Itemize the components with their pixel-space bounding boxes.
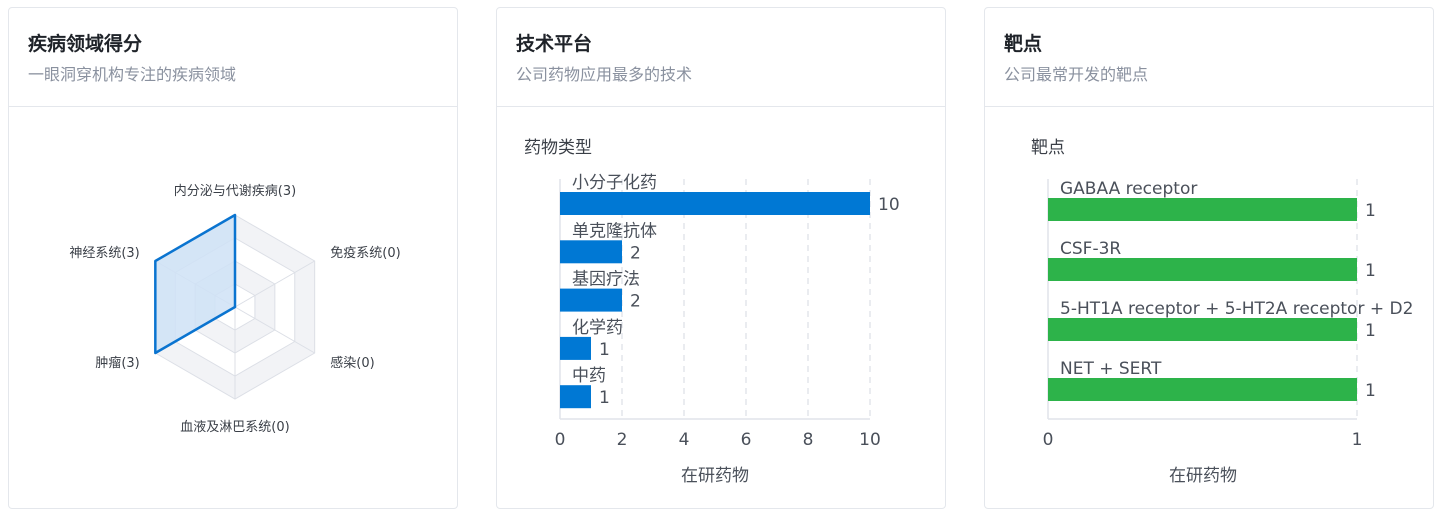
data-label: 1 [599, 388, 610, 408]
data-label: 1 [599, 340, 610, 360]
radar-data-area [154, 213, 237, 355]
radar-axis-label: 内分泌与代谢疾病(3) [174, 183, 296, 199]
x-tick-label: 6 [741, 430, 752, 450]
x-tick-label: 4 [679, 430, 690, 450]
data-label: 1 [1365, 381, 1376, 401]
targets-card: 靶点 公司最常开发的靶点 靶点 GABAA receptor 1 CSF-3R 1 5-H… [984, 7, 1434, 509]
disease-area-card: 疾病领域得分 一眼洞穿机构专注的疾病领域 内分泌与代谢疾病(3) 免疫系统(0) 感… [8, 7, 458, 509]
tech-platform-title: 技术平台 [516, 33, 593, 55]
disease-area-title: 疾病领域得分 [28, 33, 143, 55]
radar-axis-label: 血液及淋巴系统(0) [180, 420, 289, 435]
radar-axis-label: 神经系统(3) [69, 246, 139, 261]
data-label: 1 [1365, 201, 1376, 221]
category-label: 小分子化药 [572, 173, 657, 193]
tech-platform-subtitle: 公司药物应用最多的技术 [516, 65, 693, 84]
x-tick-label: 10 [859, 430, 881, 450]
radar-axis-label: 感染(0) [330, 355, 374, 371]
targets-chart-area: 靶点 GABAA receptor 1 CSF-3R 1 5-HT1A receptor … [985, 107, 1433, 508]
category-label: 单克隆抗体 [572, 221, 657, 241]
category-label: 中药 [572, 366, 606, 386]
disease-area-subtitle: 一眼洞穿机构专注的疾病领域 [28, 65, 237, 84]
bar [560, 192, 870, 215]
x-axis-title: 在研药物 [1169, 466, 1237, 486]
x-tick-label: 0 [1043, 430, 1054, 450]
x-axis-title: 在研药物 [681, 466, 749, 486]
category-label: 5-HT1A receptor + 5-HT2A receptor + D2 [1060, 299, 1413, 319]
radar-chart: 内分泌与代谢疾病(3) 免疫系统(0) 感染(0) 血液及淋巴系统(0) 肿瘤(3) 神经… [69, 183, 400, 435]
bar [1048, 378, 1357, 401]
tech-platform-card: 技术平台 公司药物应用最多的技术 药物类型 小分子化药 10 单克隆抗体 2 基因疗法 2 化… [496, 7, 946, 509]
bar [1048, 258, 1357, 281]
x-tick-label: 2 [617, 430, 628, 450]
y-axis-title: 靶点 [1031, 138, 1065, 158]
category-label: CSF-3R [1060, 239, 1121, 259]
disease-area-header: 疾病领域得分 一眼洞穿机构专注的疾病领域 [9, 8, 457, 107]
bar [560, 240, 622, 264]
y-axis-title: 药物类型 [524, 138, 592, 158]
data-label: 1 [1365, 321, 1376, 341]
bar [560, 385, 591, 409]
category-label: GABAA receptor [1060, 179, 1197, 199]
targets-header: 靶点 公司最常开发的靶点 [985, 8, 1433, 107]
bar [560, 336, 591, 360]
category-label: 化学药 [572, 318, 623, 338]
tech-platform-header: 技术平台 公司药物应用最多的技术 [497, 8, 945, 107]
x-tick-label: 0 [555, 430, 566, 450]
data-label: 2 [630, 292, 641, 312]
data-label: 1 [1365, 261, 1376, 281]
targets-title: 靶点 [1004, 33, 1043, 55]
x-tick-label: 8 [803, 430, 814, 450]
data-label: 10 [878, 195, 900, 215]
bar [560, 288, 622, 312]
tech-platform-chart-area: 药物类型 小分子化药 10 单克隆抗体 2 基因疗法 2 化学药 1 中药 1 0 2 4 6 8 10 在研药物 [497, 107, 945, 508]
radar-axis-label: 肿瘤(3) [95, 355, 139, 371]
disease-area-chart-area: 内分泌与代谢疾病(3) 免疫系统(0) 感染(0) 血液及淋巴系统(0) 肿瘤(3) 神经… [9, 107, 457, 508]
bar [1048, 198, 1357, 221]
targets-subtitle: 公司最常开发的靶点 [1004, 65, 1149, 84]
radar-axis-line [234, 260, 315, 308]
radar-axis-label: 免疫系统(0) [330, 245, 400, 261]
x-tick-label: 1 [1352, 430, 1363, 450]
data-label: 2 [630, 243, 641, 263]
bar [1048, 318, 1357, 341]
radar-axis-line [234, 306, 315, 354]
category-label: NET + SERT [1060, 359, 1162, 379]
category-label: 基因疗法 [572, 270, 640, 290]
